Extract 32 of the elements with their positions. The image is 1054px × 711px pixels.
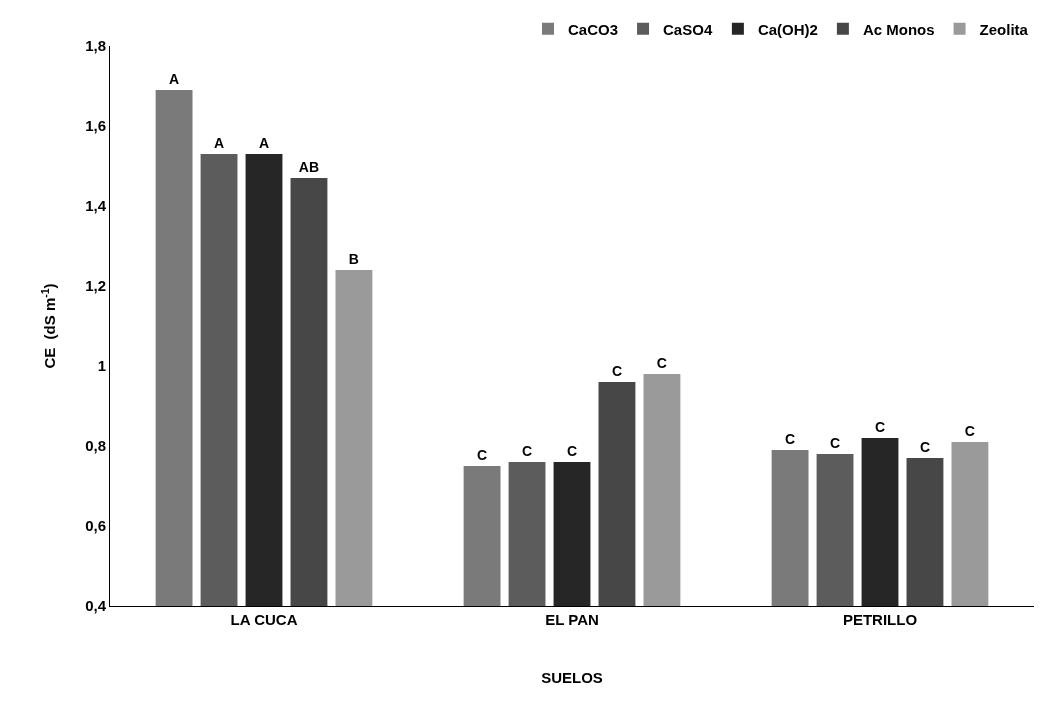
legend-label: CaCO3	[568, 20, 619, 38]
data-label: C	[829, 435, 841, 451]
x-tick-label: LA CUCA	[230, 611, 298, 628]
data-label: C	[964, 423, 975, 439]
x-axis-title: SUELOS	[541, 669, 603, 686]
data-label: C	[656, 355, 667, 371]
data-label: C	[785, 431, 796, 447]
data-label: C	[611, 363, 623, 379]
y-tick-label: 0,6	[85, 517, 106, 535]
data-label: AB	[298, 159, 320, 175]
y-tick-label: 1	[97, 357, 106, 375]
data-label: A	[169, 71, 180, 87]
data-label: C	[874, 419, 886, 435]
data-label: C	[566, 443, 578, 459]
data-label: A	[258, 135, 270, 151]
y-tick-label: 0,8	[85, 437, 106, 455]
y-tick-label: 1,2	[85, 277, 106, 295]
legend-label: Zeolita	[979, 20, 1029, 38]
data-label: B	[348, 251, 359, 267]
y-tick-label: 0,4	[85, 597, 107, 615]
legend-label: Ac Monos	[862, 20, 935, 38]
data-label: C	[919, 439, 931, 455]
x-tick-label: PETRILLO	[842, 611, 918, 628]
data-label: C	[477, 447, 488, 463]
legend-label: CaSO4	[663, 20, 713, 38]
x-tick-label: EL PAN	[545, 611, 599, 628]
y-tick-label: 1,8	[85, 37, 106, 55]
y-tick-label: 1,4	[85, 197, 107, 215]
data-label: C	[521, 443, 533, 459]
y-tick-label: 1,6	[85, 117, 106, 135]
data-label: A	[213, 135, 225, 151]
legend-label: Ca(OH)2	[757, 20, 818, 38]
